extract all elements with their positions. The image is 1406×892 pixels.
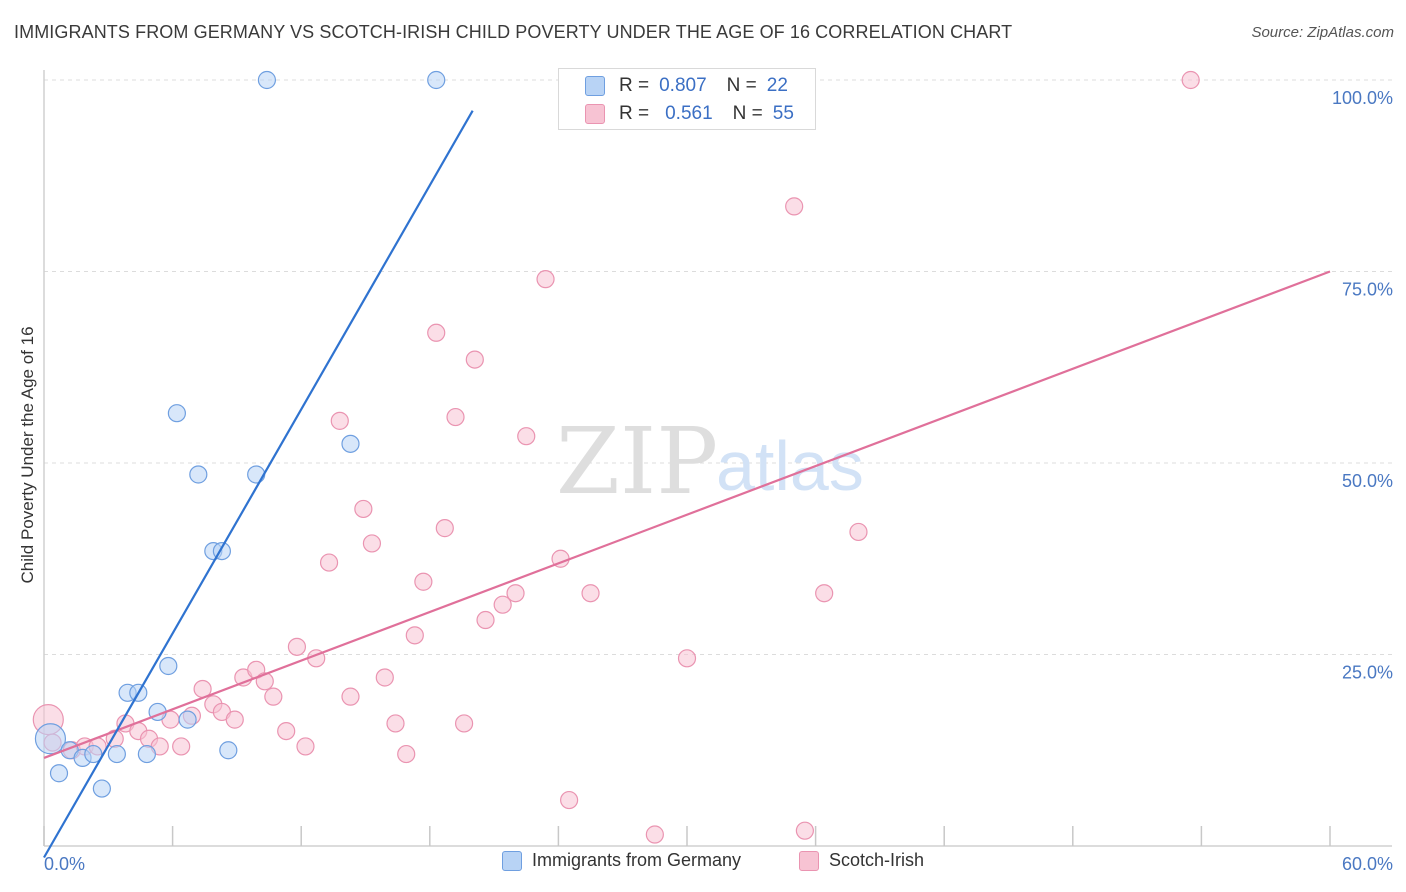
- point-germany: [247, 465, 266, 484]
- point-scotch-irish: [493, 595, 512, 614]
- point-scotch-irish: [277, 721, 296, 741]
- point-scotch-irish: [446, 407, 465, 427]
- point-germany: [84, 744, 103, 764]
- stats-r-label: R =: [619, 75, 650, 96]
- point-germany: [341, 434, 360, 453]
- trendline-scotch-irish: [43, 270, 1331, 759]
- point-scotch-irish: [386, 714, 405, 733]
- point-germany: [178, 710, 197, 729]
- point-scotch-irish: [849, 522, 868, 542]
- watermark-zip: ZIP: [556, 408, 718, 515]
- point-germany: [219, 741, 238, 760]
- y-tick-label: 50.0%: [1342, 471, 1393, 491]
- stats-n-value: 22: [766, 75, 788, 96]
- point-scotch-irish: [645, 825, 664, 844]
- x-tick-labels: 0.0% 60.0%: [44, 854, 1393, 874]
- stats-row-scotch-irish: R = 0.561 N = 55: [585, 102, 794, 126]
- y-tick-label: 75.0%: [1342, 280, 1393, 300]
- point-scotch-irish: [341, 687, 360, 706]
- point-scotch-irish: [785, 197, 804, 216]
- stats-n-value: 55: [772, 103, 794, 124]
- series-legend: Immigrants from Germany Scotch-Irish: [0, 850, 1406, 880]
- point-scotch-irish: [172, 737, 191, 756]
- point-scotch-irish: [225, 710, 244, 729]
- point-scotch-irish: [319, 553, 339, 572]
- stats-r-value: 0.561: [665, 103, 713, 124]
- stats-n-label: N =: [732, 103, 763, 124]
- point-germany: [257, 70, 277, 90]
- trendline-germany: [43, 110, 474, 859]
- legend-item-scotch-irish[interactable]: Scotch-Irish: [799, 850, 924, 871]
- point-scotch-irish: [506, 584, 525, 603]
- data-points: [32, 70, 1200, 844]
- point-scotch-irish: [405, 626, 424, 645]
- point-scotch-irish: [476, 610, 495, 630]
- source-label: Source: ZipAtlas.com: [1251, 24, 1394, 41]
- point-germany: [427, 70, 446, 90]
- point-germany: [137, 744, 156, 764]
- stats-r-label: R =: [619, 103, 650, 124]
- legend-item-germany[interactable]: Immigrants from Germany: [502, 850, 741, 871]
- point-scotch-irish: [454, 714, 474, 733]
- point-scotch-irish: [1181, 70, 1200, 90]
- point-germany: [49, 764, 69, 783]
- point-scotch-irish: [330, 411, 349, 430]
- point-scotch-irish: [677, 649, 697, 668]
- point-germany: [159, 656, 178, 676]
- stats-legend: R = 0.807 N = 22 R = 0.561 N = 55: [558, 68, 816, 130]
- trendlines: [43, 110, 1331, 859]
- y-tick-label: 25.0%: [1342, 663, 1393, 683]
- stats-n-label: N =: [726, 75, 757, 96]
- point-germany: [34, 723, 67, 755]
- point-scotch-irish: [354, 499, 373, 519]
- point-germany: [107, 744, 126, 764]
- point-scotch-irish: [517, 427, 536, 446]
- y-tick-label: 100.0%: [1332, 88, 1393, 108]
- legend-label-scotch-irish: Scotch-Irish: [829, 850, 925, 870]
- x-tick-label: 0.0%: [44, 854, 85, 874]
- point-scotch-irish: [536, 270, 555, 289]
- y-axis-label: Child Poverty Under the Age of 16: [18, 326, 37, 583]
- point-scotch-irish: [375, 668, 394, 687]
- legend-swatch-scotch-irish: [799, 850, 819, 871]
- point-germany: [92, 779, 111, 798]
- legend-label-germany: Immigrants from Germany: [532, 850, 742, 870]
- watermark: ZIP atlas: [556, 408, 864, 515]
- point-germany: [167, 404, 186, 423]
- y-tick-labels: 25.0% 50.0% 75.0% 100.0%: [1332, 88, 1393, 683]
- point-scotch-irish: [362, 534, 382, 553]
- stats-row-germany: R = 0.807 N = 22: [585, 74, 788, 98]
- legend-swatch-germany: [502, 850, 522, 871]
- point-scotch-irish: [414, 572, 433, 591]
- point-scotch-irish: [795, 821, 814, 840]
- point-scotch-irish: [581, 584, 600, 603]
- point-scotch-irish: [560, 790, 579, 810]
- stats-swatch-scotch-irish: [585, 104, 605, 124]
- chart-title: IMMIGRANTS FROM GERMANY VS SCOTCH-IRISH …: [14, 22, 1013, 42]
- watermark-atlas: atlas: [716, 427, 864, 505]
- point-scotch-irish: [264, 687, 283, 706]
- stats-r-value: 0.807: [659, 75, 707, 96]
- point-scotch-irish: [465, 350, 484, 369]
- point-scotch-irish: [435, 519, 454, 538]
- axes: [43, 70, 1392, 847]
- point-scotch-irish: [296, 737, 315, 756]
- x-tick-label: 60.0%: [1342, 854, 1393, 874]
- point-scotch-irish: [815, 584, 834, 603]
- point-scotch-irish: [397, 744, 416, 764]
- stats-swatch-germany: [585, 76, 605, 96]
- point-germany: [189, 465, 208, 484]
- gridlines: [44, 79, 1392, 655]
- point-scotch-irish: [287, 637, 307, 656]
- point-scotch-irish: [427, 323, 446, 342]
